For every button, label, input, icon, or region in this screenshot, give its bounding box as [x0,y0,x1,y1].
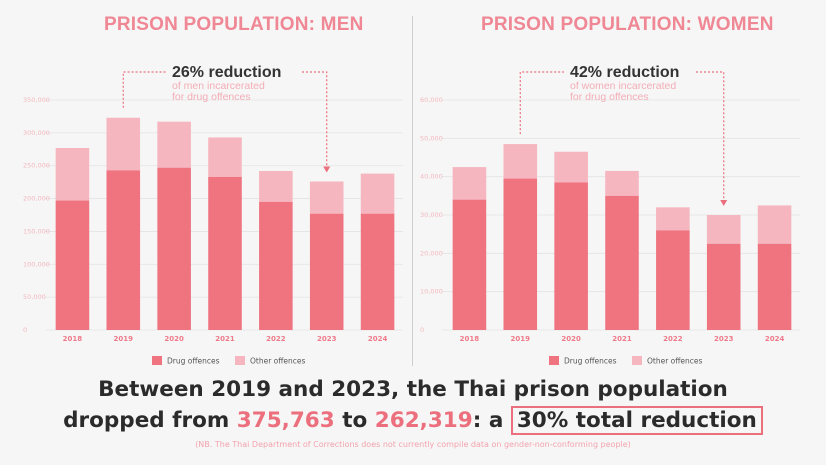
men-bar-drug-2022 [259,201,293,330]
men-bar-other-2021 [208,137,242,177]
men-annotation-line-2: for drug offences [172,91,251,103]
summary-from-value: 375,763 [236,408,335,433]
women-bar-other-2020 [554,151,588,183]
women-y-tick-label: 0 [420,326,424,334]
chart-men: 0 50,000 100,000 150,000 200,000 250,000 300,0… [23,64,403,366]
men-legend-label-other: Other offences [250,357,306,366]
women-bar-other-2018 [452,167,487,200]
summary-prefix: dropped from [63,408,230,433]
women-bar-drug-2020 [554,182,588,330]
women-bar-other-2023 [706,215,741,244]
women-legend-swatch-other [632,356,642,365]
men-y-tick-label: 350,000 [23,96,50,104]
women-bar-other-2022 [656,207,690,231]
panel-divider [412,16,413,366]
women-x-tick-label: 2018 [460,335,480,343]
men-bar-other-2024 [360,173,395,214]
chart-women: 0 10,000 20,000 30,000 40,000 50,000 60,000 201… [420,64,800,366]
women-y-tick-label: 30,000 [420,211,443,219]
women-y-tick-label: 40,000 [420,173,443,181]
summary-line-1: Between 2019 and 2023, the Thai prison p… [0,377,826,402]
men-bar-drug-2019 [106,170,141,330]
women-annotation-line-2: for drug offences [570,91,649,103]
men-y-tick-label: 250,000 [23,162,50,170]
men-y-tick-label: 300,000 [23,129,50,137]
women-bar-drug-2023 [706,243,741,330]
summary-total-reduction: 30% total reduction [510,406,763,435]
men-annotation-headline: 26% reduction [172,64,281,81]
women-bar-other-2021 [605,170,639,196]
women-x-tick-label: 2020 [561,335,581,343]
men-x-tick-label: 2020 [164,335,184,343]
women-y-tick-label: 10,000 [420,288,443,296]
women-bar-drug-2021 [605,195,639,330]
men-y-tick-label: 0 [23,326,27,334]
women-bar-drug-2019 [503,178,538,330]
men-bar-drug-2018 [55,200,90,330]
men-bar-drug-2024 [360,213,395,330]
men-bar-other-2022 [259,170,293,202]
women-bar-other-2024 [757,205,792,244]
women-x-tick-label: 2022 [663,335,683,343]
men-bar-other-2023 [309,181,344,214]
men-bar-drug-2020 [157,167,191,330]
women-x-tick-label: 2023 [714,335,734,343]
women-y-tick-label: 60,000 [420,96,443,104]
chart-title-men: PRISON POPULATION: MEN [104,14,364,35]
men-x-tick-label: 2023 [317,335,337,343]
women-bar-drug-2022 [656,230,690,330]
men-annotation-arrowhead [323,166,331,173]
women-annotation-line-1: of women incarcerated [570,80,676,92]
men-x-tick-label: 2022 [266,335,286,343]
women-y-tick-label: 50,000 [420,134,443,142]
men-x-tick-label: 2018 [63,335,83,343]
men-legend-swatch-drug [152,356,162,365]
men-bar-other-2019 [106,117,141,171]
men-y-tick-label: 150,000 [23,227,50,235]
summary-line-1-text: Between 2019 and 2023, the Thai prison p… [98,377,728,402]
women-x-tick-label: 2021 [612,335,632,343]
summary-colon-a: : a [472,408,504,433]
chart-title-women: PRISON POPULATION: WOMEN [481,14,774,35]
men-bar-other-2020 [157,121,191,168]
men-legend-label-drug: Drug offences [167,357,220,366]
men-x-tick-label: 2021 [215,335,235,343]
men-bar-other-2018 [55,147,90,201]
men-y-tick-label: 50,000 [23,293,46,301]
women-legend-label-other: Other offences [647,357,703,366]
women-annotation-arrowhead [720,200,728,206]
women-bar-other-2019 [503,144,538,179]
women-x-tick-label: 2024 [765,335,785,343]
men-bar-drug-2021 [208,176,242,330]
summary-to-word: to [342,408,368,433]
summary-to-value: 262,319 [374,408,473,433]
women-y-tick-label: 20,000 [420,249,443,257]
women-bar-drug-2024 [757,243,792,330]
women-annotation-headline: 42% reduction [570,64,679,81]
men-annotation-bracket [122,71,328,168]
women-legend-swatch-drug [549,356,559,365]
footnote: (NB. The Thai Department of Corrections … [195,440,631,449]
men-annotation-line-1: of men incarcerated [172,80,265,92]
men-y-tick-label: 200,000 [23,195,50,203]
summary-line-2: dropped from 375,763 to 262,319: a 30% t… [0,406,826,435]
men-bar-drug-2023 [309,213,344,330]
men-legend-swatch-other [235,356,245,365]
women-x-tick-label: 2019 [511,335,531,343]
women-legend-label-drug: Drug offences [564,357,617,366]
men-y-tick-label: 100,000 [23,260,50,268]
men-x-tick-label: 2024 [368,335,388,343]
men-x-tick-label: 2019 [114,335,134,343]
women-annotation-bracket [519,71,725,201]
women-bar-drug-2018 [452,199,487,330]
